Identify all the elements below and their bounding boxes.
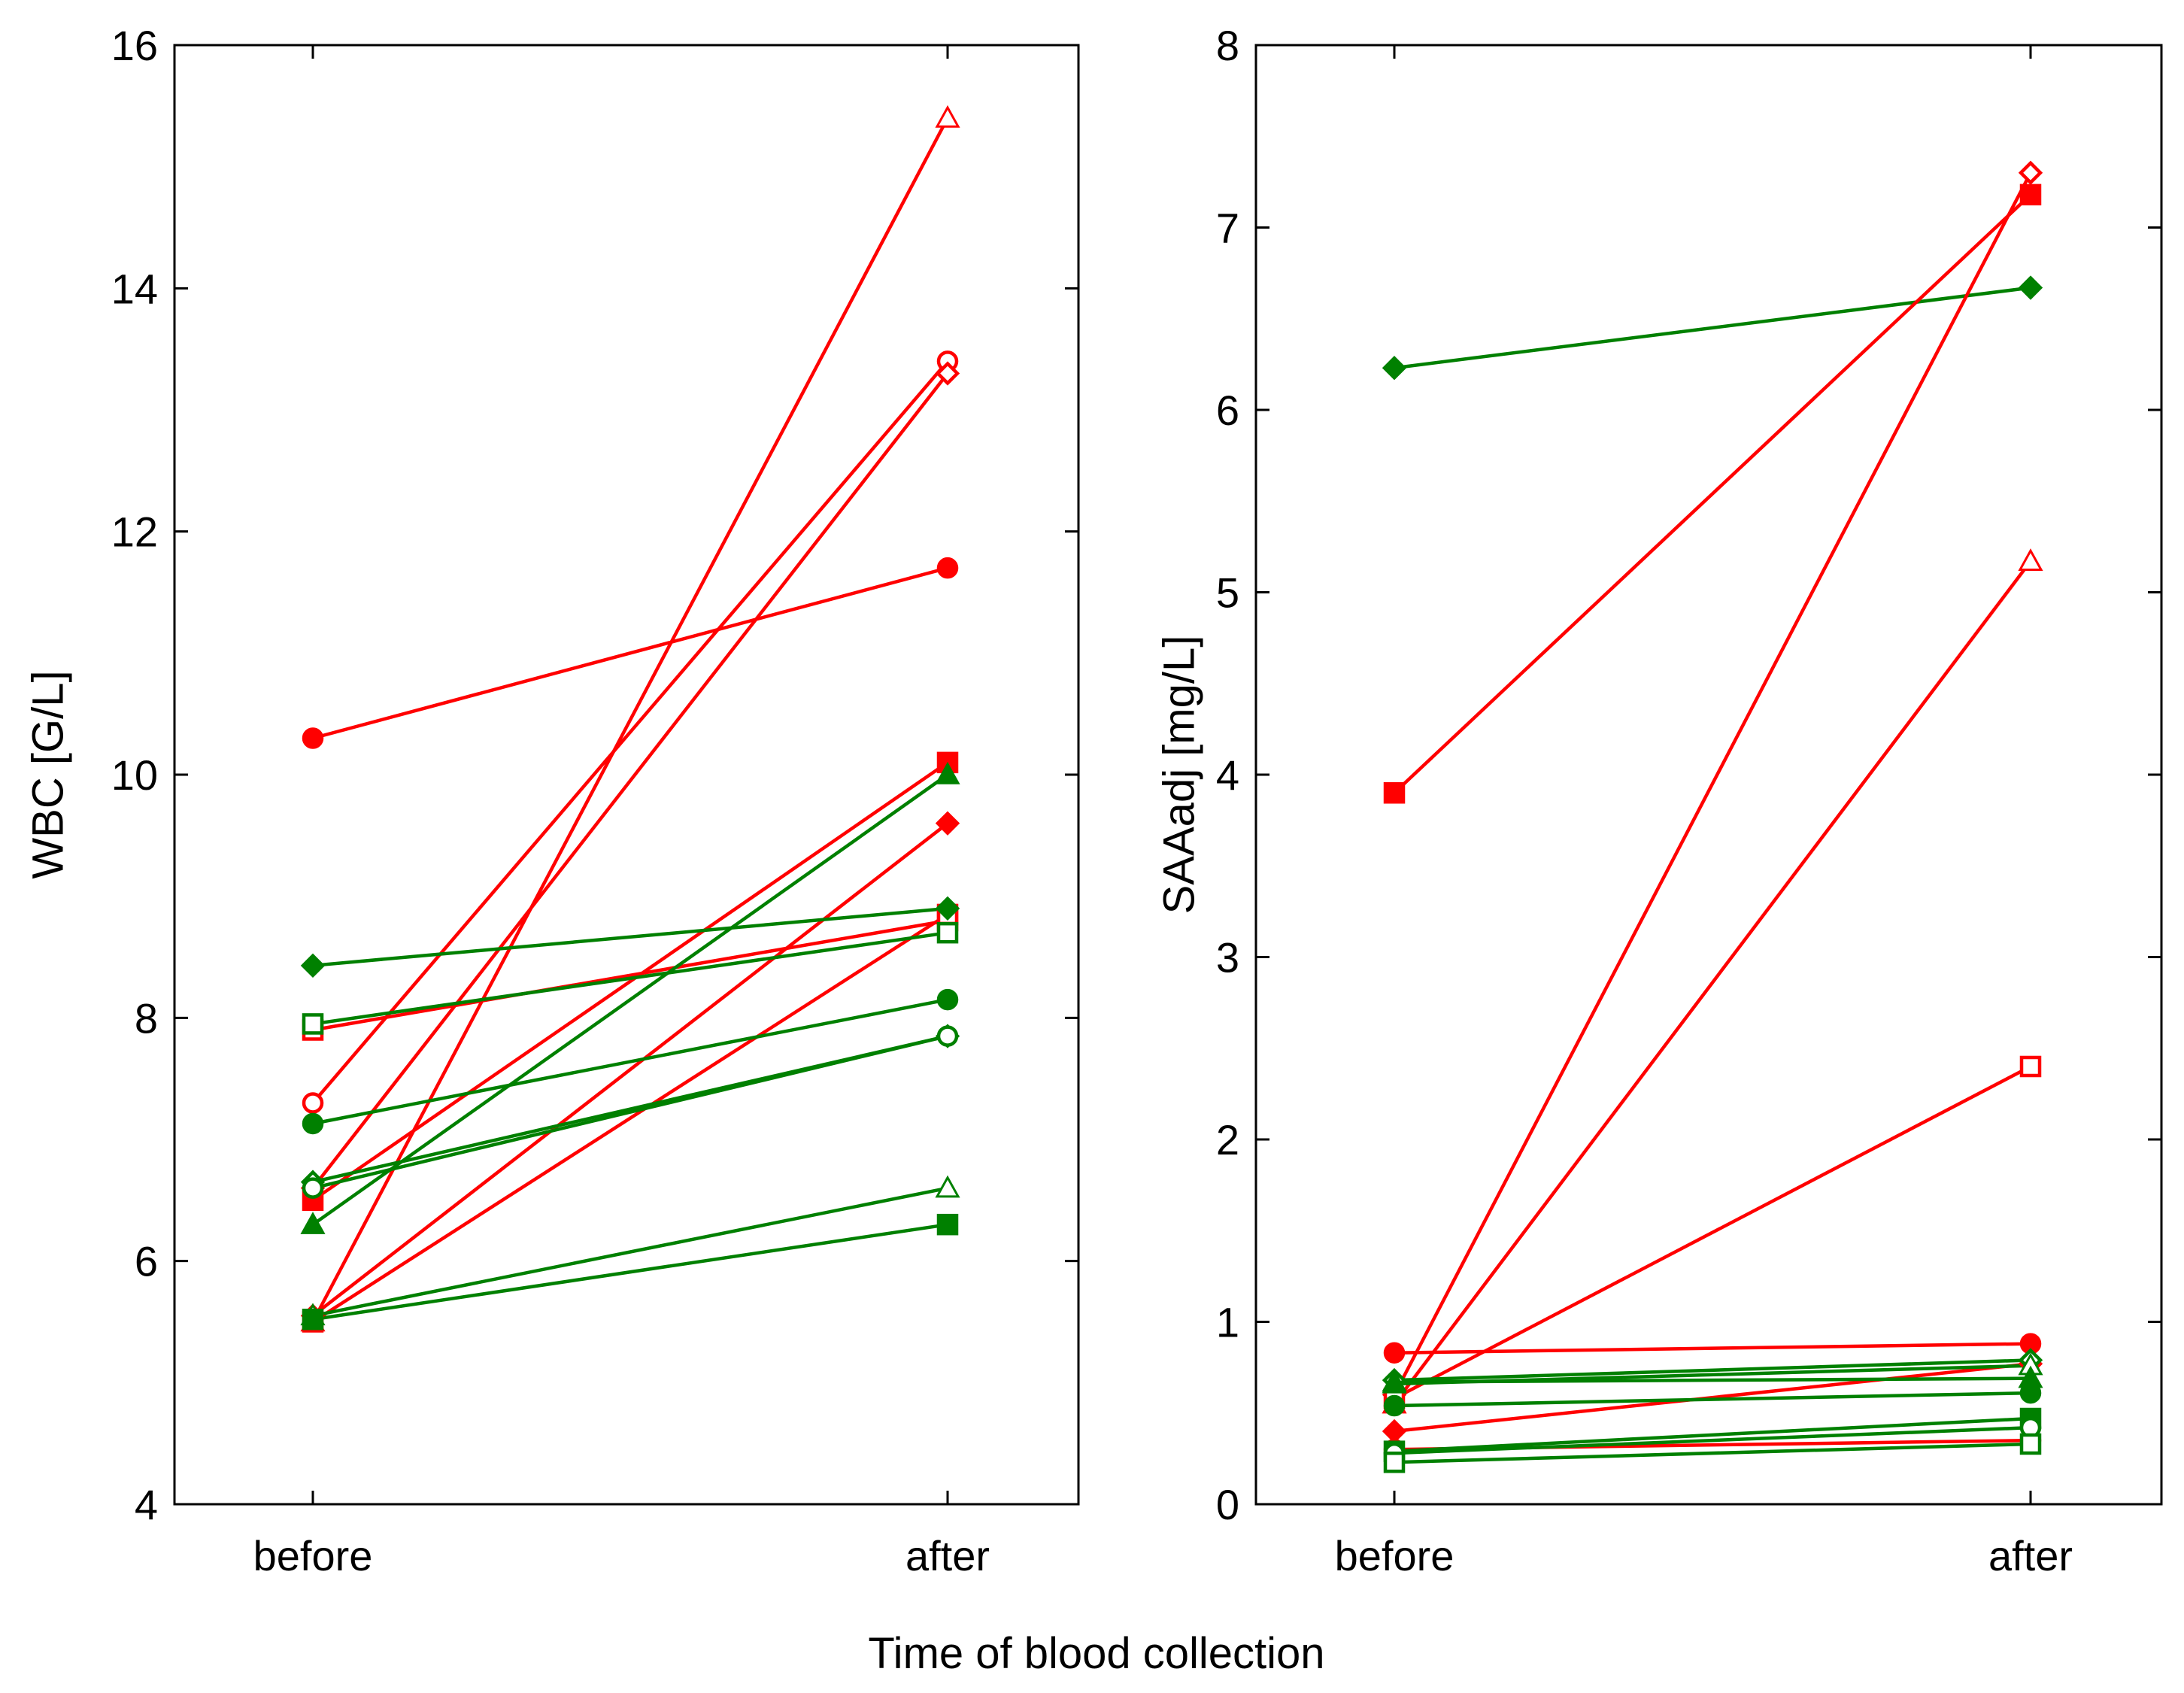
point-red-open-square-after: [2019, 1055, 2042, 1078]
series-line-red-open-diamond: [311, 372, 949, 1190]
point-red-filled-square-before: [1383, 782, 1406, 804]
point-green-filled-triangle-after: [935, 761, 960, 784]
point-red-open-circle-before: [302, 1092, 324, 1114]
y-axis-title: WBC [G/L]: [23, 670, 72, 878]
point-green-filled-diamond-before: [300, 953, 326, 978]
point-green-filled-circle-after: [936, 988, 959, 1011]
series-line-red-open-triangle: [311, 117, 949, 1323]
point-green-filled-diamond-after: [935, 896, 960, 921]
y-tick-label: 4: [1216, 751, 1239, 799]
point-red-filled-circle-after: [936, 557, 959, 579]
series-line-red-open-triangle: [1393, 560, 2032, 1405]
point-red-open-triangle-after: [935, 105, 960, 128]
series-line-green-filled-square: [312, 1222, 948, 1321]
y-tick-label: 1: [1216, 1299, 1239, 1346]
y-tick-label: 10: [111, 751, 158, 799]
series-line-green-filled-diamond: [312, 906, 948, 968]
y-tick-label: 8: [1216, 22, 1239, 69]
series-line-green-filled-circle: [312, 997, 948, 1126]
point-green-filled-triangle-before: [300, 1212, 326, 1234]
y-tick-label: 0: [1216, 1481, 1239, 1528]
point-red-open-triangle-after: [2018, 548, 2043, 571]
x-tick-label-after: after: [1988, 1532, 2073, 1579]
series-line-green-open-square: [312, 930, 948, 1026]
y-tick-label: 4: [135, 1481, 158, 1528]
y-tick-label: 8: [135, 994, 158, 1042]
point-red-filled-circle-before: [302, 727, 324, 749]
series-line-red-filled-circle: [1394, 1342, 2031, 1355]
x-tick-label-after: after: [905, 1532, 990, 1579]
series-line-red-filled-diamond: [311, 821, 949, 1318]
y-tick-label: 3: [1216, 934, 1239, 982]
series-line-green-filled-square: [1394, 1416, 2031, 1453]
series-line-red-open-diamond: [1393, 171, 2032, 1396]
series-line-red-open-square: [312, 918, 948, 1032]
series-line-red-filled-diamond: [1394, 1362, 2031, 1434]
point-green-open-square-before: [1383, 1451, 1406, 1473]
y-tick-label: 6: [1216, 387, 1239, 434]
saa-panel: 0 1 2 3 4 5 6 7 8 before after SAAadj [mg/L]: [1154, 22, 2163, 1579]
series-line-green-open-triangle: [312, 1186, 948, 1318]
point-green-filled-square-after: [936, 1213, 959, 1236]
y-tick-label: 6: [135, 1238, 158, 1285]
y-tick-label: 2: [1216, 1116, 1239, 1164]
series-line-red-small-square: [311, 913, 949, 1324]
point-green-open-circle-after: [936, 1025, 959, 1047]
point-red-filled-square-after: [2019, 184, 2042, 206]
series-line-green-filled-circle: [1394, 1391, 2031, 1408]
y-axis-title: SAAadj [mg/L]: [1154, 636, 1203, 915]
y-tick-label: 7: [1216, 205, 1239, 252]
point-green-filled-diamond-before: [1382, 356, 1407, 381]
point-green-open-square-after: [936, 921, 959, 944]
series-line-green-open-square: [1394, 1442, 2031, 1464]
point-green-open-square-before: [302, 1013, 324, 1035]
series-line-red-filled-circle: [312, 566, 948, 740]
series-line-green-open-circle: [312, 1034, 948, 1190]
x-tick-label-before: before: [1335, 1532, 1454, 1579]
series-line-green-open-circle: [1394, 1425, 2031, 1455]
point-red-filled-circle-before: [1383, 1342, 1406, 1364]
x-axis-title: Time of blood collection: [868, 1629, 1324, 1678]
series-line-green-filled-triangle: [1394, 1376, 2031, 1384]
point-red-filled-diamond-before: [1382, 1418, 1407, 1444]
y-tick-label: 12: [111, 508, 158, 556]
point-green-filled-circle-before: [1383, 1394, 1406, 1417]
series-line-green-filled-triangle: [311, 773, 949, 1227]
plot-frame: [1254, 44, 2163, 1506]
point-green-filled-diamond-after: [2018, 275, 2043, 300]
point-green-filled-circle-before: [302, 1112, 324, 1135]
series-line-red-open-circle: [311, 360, 949, 1104]
point-red-open-diamond-after: [935, 361, 960, 386]
y-tick-label: 14: [111, 265, 158, 312]
series-line-red-filled-square: [1393, 193, 2032, 794]
point-red-filled-diamond-after: [935, 811, 960, 836]
point-green-open-triangle-after: [935, 1175, 960, 1198]
series-line-green-filled-diamond: [1394, 286, 2031, 370]
point-green-open-square-after: [2019, 1433, 2042, 1455]
y-tick-label: 16: [111, 22, 158, 69]
point-green-filled-triangle-before: [1382, 1369, 1407, 1392]
series-line-red-filled-square: [311, 760, 949, 1202]
series-line-green-open-diamond: [1394, 1358, 2031, 1382]
y-tick-label: 5: [1216, 569, 1239, 617]
point-red-open-diamond-after: [2018, 160, 2043, 185]
series-line-red-open-square: [1393, 1065, 2032, 1400]
x-tick-label-before: before: [253, 1532, 373, 1579]
wbc-panel: 4 6 8 10 12 14 16 before after WBC [G/L]: [23, 22, 1080, 1579]
point-green-filled-square-before: [302, 1309, 324, 1330]
point-green-filled-circle-after: [2019, 1382, 2042, 1404]
point-green-open-circle-before: [302, 1177, 324, 1199]
